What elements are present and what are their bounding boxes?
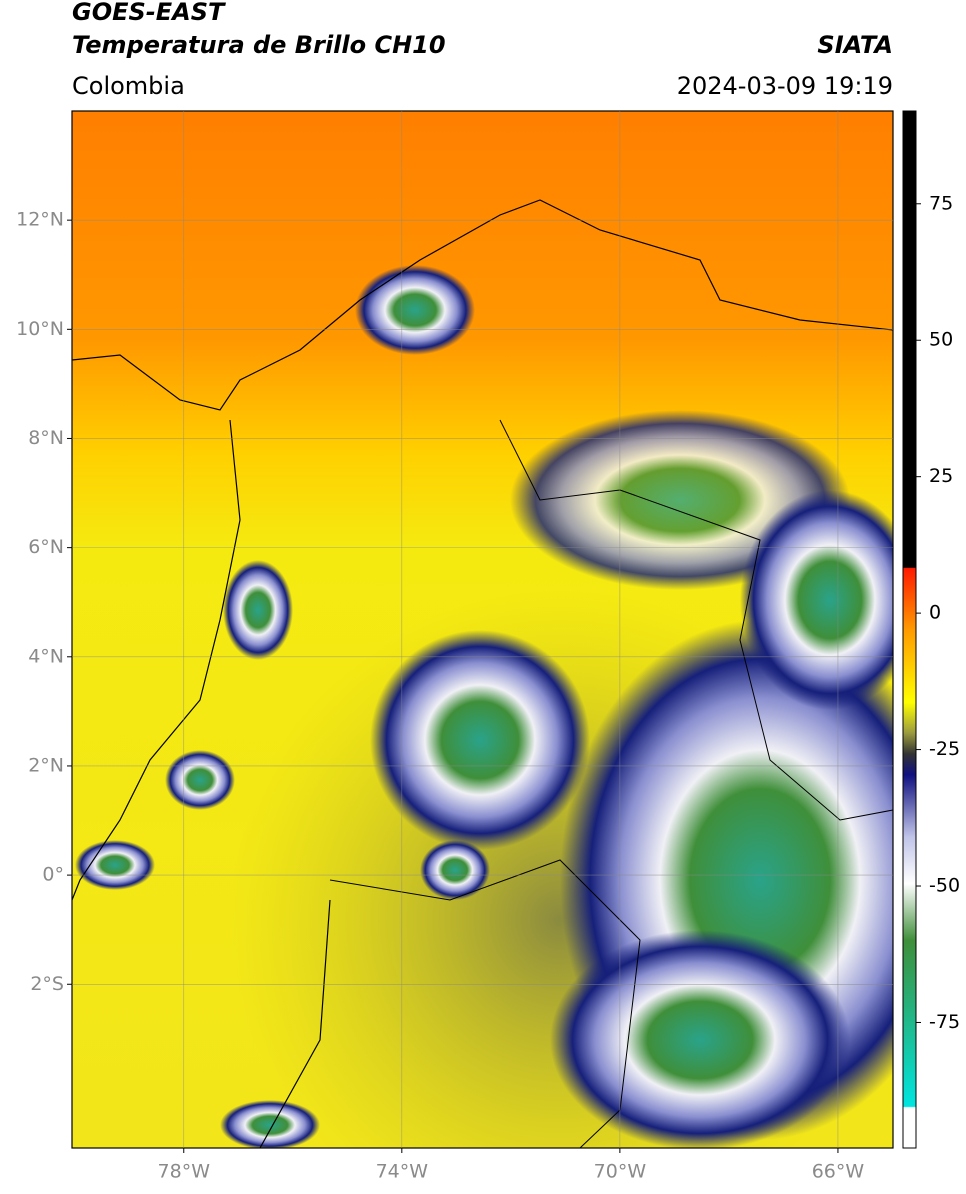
map-frame xyxy=(71,110,894,1149)
subtitle: Temperatura de Brillo CH10 xyxy=(72,31,446,59)
y-tick-label: 8°N xyxy=(28,427,64,449)
satellite-image xyxy=(72,111,893,1148)
colorbar xyxy=(902,110,917,1149)
y-tick-label: 6°N xyxy=(28,536,64,558)
x-tick-label: 66°W xyxy=(812,1161,865,1183)
title: GOES-EAST xyxy=(72,0,226,26)
y-tick-label: 12°N xyxy=(16,209,64,231)
colorbar-label: -75 xyxy=(929,1011,960,1033)
x-tick-label: 74°W xyxy=(376,1161,429,1183)
colorbar-label: 25 xyxy=(929,465,953,487)
colorbar-label: -50 xyxy=(929,875,960,897)
colorbar-label: 0 xyxy=(929,602,941,624)
colorbar-label: -25 xyxy=(929,738,960,760)
colorbar-label: 75 xyxy=(929,192,953,214)
y-tick-label: 2°S xyxy=(30,973,64,995)
y-tick-label: 4°N xyxy=(28,645,64,667)
x-tick-label: 78°W xyxy=(158,1161,211,1183)
y-tick-label: 2°N xyxy=(28,754,64,776)
region: Colombia xyxy=(72,72,185,100)
y-tick-label: 0° xyxy=(42,864,64,886)
source: SIATA xyxy=(817,31,893,59)
y-tick-label: 10°N xyxy=(16,318,64,340)
colorbar-label: 50 xyxy=(929,329,953,351)
datetime: 2024-03-09 19:19 xyxy=(677,72,893,100)
x-tick-label: 70°W xyxy=(594,1161,647,1183)
